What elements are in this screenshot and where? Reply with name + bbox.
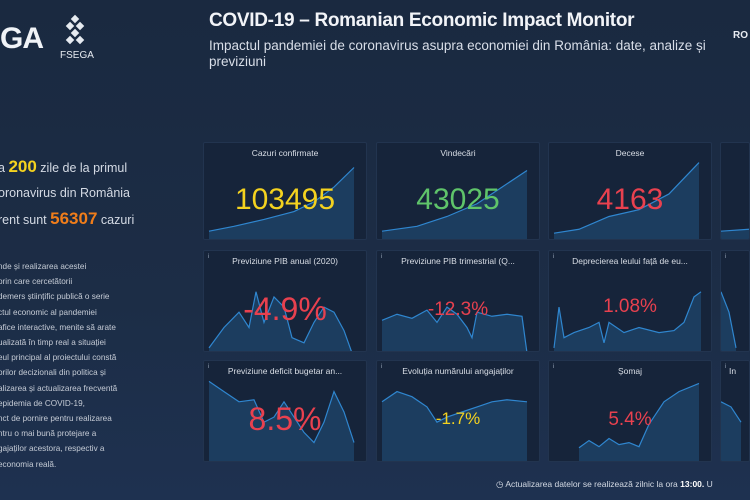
kpi-card[interactable] xyxy=(720,142,750,240)
info-icon[interactable]: i xyxy=(381,254,383,260)
card-title: Șomaj xyxy=(617,366,643,376)
sparkline xyxy=(721,291,737,351)
sparkline xyxy=(381,390,528,461)
info-icon[interactable]: i xyxy=(553,254,555,260)
card-title: Previziune PIB anual (2020) xyxy=(232,256,338,266)
info-icon[interactable]: i xyxy=(725,364,727,370)
description-line: economia reală. xyxy=(0,459,57,469)
page-subtitle: Impactul pandemiei de coronavirus asupra… xyxy=(209,38,706,69)
page-title: COVID-19 – Romanian Economic Impact Moni… xyxy=(209,10,635,31)
days-count: 200 xyxy=(8,157,37,176)
card-value: 1.08% xyxy=(603,296,657,317)
card-title: Deprecierea leului față de eu... xyxy=(572,256,688,266)
description-line: ualizată în timp real a situației xyxy=(0,338,106,348)
sparkline xyxy=(721,401,742,461)
kpi-card[interactable]: i In xyxy=(720,360,750,462)
sparkline xyxy=(381,169,528,239)
card-value: -1.7% xyxy=(435,409,481,428)
update-note: ◷ Actualizarea datelor se realizează zil… xyxy=(496,479,713,489)
card-value: 5.4% xyxy=(608,409,652,430)
info-icon[interactable]: i xyxy=(725,254,727,260)
description-line: nct de pornire pentru realizarea xyxy=(0,414,112,424)
info-icon[interactable]: i xyxy=(208,254,210,260)
kpi-card[interactable]: i Previziune PIB trimestrial (Q... -12.3% xyxy=(376,250,540,352)
card-value: -4.9% xyxy=(243,291,327,327)
language-switch[interactable]: RO xyxy=(733,30,748,41)
logo-left: GA xyxy=(0,22,44,55)
kpi-card[interactable]: i Șomaj 5.4% xyxy=(548,360,712,462)
card-value: 103495 xyxy=(234,183,336,216)
active-cases: 56307 xyxy=(50,209,98,228)
description-line: epidemia de COVID-19, xyxy=(0,398,85,408)
description-line: prin care cercetătorii xyxy=(0,277,73,287)
sparkline xyxy=(208,291,352,351)
kpi-card[interactable]: Vindecări 43025 xyxy=(376,142,540,240)
card-title: Evoluția numărului angajaților xyxy=(402,366,514,376)
kpi-card[interactable]: i Previziune deficit bugetar an... 8.5% xyxy=(203,360,367,462)
card-value: -12.3% xyxy=(427,299,489,320)
sparkline xyxy=(208,380,355,461)
description-line: afice interactive, menite să arate xyxy=(0,322,116,332)
sparkline xyxy=(553,291,702,351)
fsega-text: FSEGA xyxy=(60,50,94,61)
fsega-logo: FSEGA xyxy=(60,14,94,61)
card-value: 43025 xyxy=(416,183,500,216)
description-line: eul principal al proiectului constă xyxy=(0,353,117,363)
clock-icon: ◷ xyxy=(496,479,504,489)
description-line: gajaților acestora, respectiv a xyxy=(0,444,105,454)
kpi-card[interactable]: Decese 4163 xyxy=(548,142,712,240)
card-title: Decese xyxy=(615,148,645,158)
project-description: nde și realizarea acestei prin care cerce… xyxy=(0,259,117,472)
description-line: nde și realizarea acestei xyxy=(0,262,87,271)
card-value: 8.5% xyxy=(248,401,322,437)
sparkline xyxy=(721,228,749,239)
kpi-card[interactable]: i Evoluția numărului angajaților -1.7% xyxy=(376,360,540,462)
card-title: In xyxy=(729,366,737,376)
card-title: Previziune deficit bugetar an... xyxy=(227,366,343,376)
card-title: Cazuri confirmate xyxy=(251,148,319,158)
card-value: 4163 xyxy=(596,183,664,216)
kpi-card[interactable]: i Deprecierea leului față de eu... 1.08% xyxy=(548,250,712,352)
kpi-card[interactable]: i xyxy=(720,250,750,352)
card-title: Vindecări xyxy=(440,148,476,158)
intro-summary: a 200 zile de la primul oronavirus din R… xyxy=(0,157,135,228)
info-icon[interactable]: i xyxy=(381,364,383,370)
sparkline xyxy=(381,306,528,351)
kpi-card[interactable]: Cazuri confirmate 103495 xyxy=(203,142,367,240)
description-line: ctul economic al pandemiei xyxy=(0,307,97,317)
description-line: alizarea și actualizarea frecventă xyxy=(0,383,118,393)
sparkline xyxy=(553,162,700,239)
info-icon[interactable]: i xyxy=(553,364,555,370)
description-line: demers științific publică o serie xyxy=(0,292,110,302)
description-line: ntru o mai bună protejare a xyxy=(0,429,97,439)
card-title: Previziune PIB trimestrial (Q... xyxy=(401,256,515,266)
kpi-card[interactable]: i Previziune PIB anual (2020) -4.9% xyxy=(203,250,367,352)
info-icon[interactable]: i xyxy=(208,364,210,370)
description-line: orilor decizionali din politica și xyxy=(0,368,106,378)
sparkline xyxy=(578,382,700,461)
sparkline xyxy=(208,167,355,239)
